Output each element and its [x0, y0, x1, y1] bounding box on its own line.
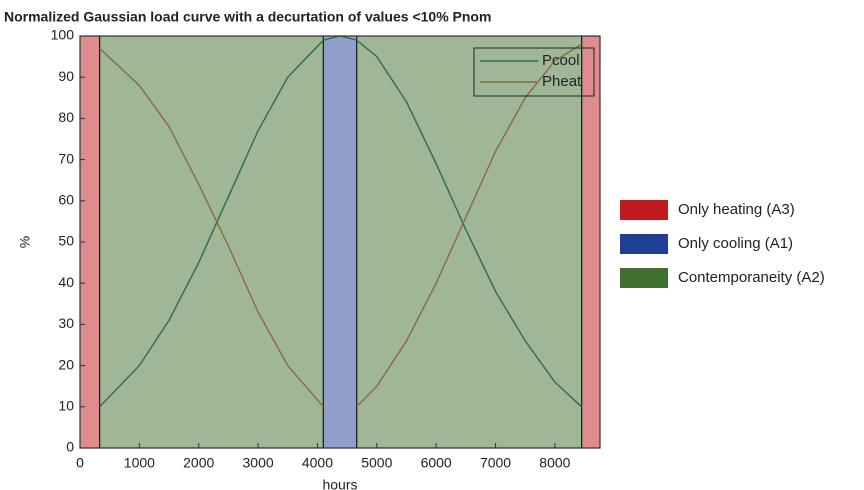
x-axis-label: hours — [322, 477, 357, 490]
x-tick-label: 1000 — [124, 455, 155, 471]
y-tick-label: 40 — [58, 274, 74, 290]
x-tick-label: 2000 — [183, 455, 214, 471]
y-tick-label: 50 — [58, 233, 74, 249]
area-legend-label: Contemporaneity (A2) — [678, 269, 825, 286]
y-tick-label: 90 — [58, 68, 74, 84]
chart-title: Normalized Gaussian load curve with a de… — [4, 9, 491, 25]
area-band — [322, 35, 358, 449]
x-tick-label: 5000 — [361, 455, 392, 471]
y-tick-label: 100 — [51, 27, 75, 43]
x-tick-label: 3000 — [243, 455, 274, 471]
x-tick-label: 4000 — [302, 455, 333, 471]
y-axis-label: % — [17, 236, 33, 248]
area-legend-swatch — [620, 234, 668, 254]
legend-label: Pcool — [542, 52, 580, 69]
x-tick-label: 0 — [76, 455, 84, 471]
y-tick-label: 60 — [58, 192, 74, 208]
legend-box — [473, 47, 595, 97]
x-tick-label: 6000 — [421, 455, 452, 471]
y-tick-label: 0 — [66, 439, 74, 455]
y-tick-label: 70 — [58, 150, 74, 166]
y-tick-label: 80 — [58, 109, 74, 125]
area-band — [356, 35, 583, 449]
x-tick-label: 7000 — [480, 455, 511, 471]
area-band — [580, 35, 601, 449]
area-legend-label: Only cooling (A1) — [678, 235, 793, 252]
line-series — [99, 35, 583, 408]
legend-label: Pheat — [542, 73, 582, 90]
y-tick-label: 20 — [58, 356, 74, 372]
y-tick-label: 10 — [58, 398, 74, 414]
y-tick-label: 30 — [58, 315, 74, 331]
area-legend-swatch — [620, 200, 668, 220]
line-series — [99, 43, 582, 408]
area-band — [98, 35, 324, 449]
area-legend-label: Only heating (A3) — [678, 201, 795, 218]
area-legend-swatch — [620, 268, 668, 288]
x-tick-label: 8000 — [539, 455, 570, 471]
